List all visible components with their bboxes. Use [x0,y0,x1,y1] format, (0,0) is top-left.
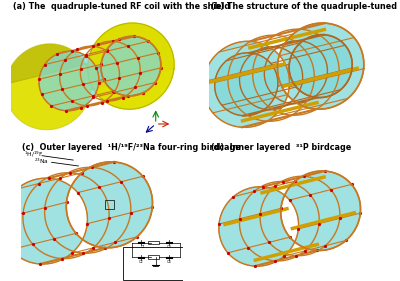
Text: C2: C2 [139,260,144,264]
Polygon shape [88,23,174,109]
Polygon shape [215,64,352,116]
Text: (c)  Outer layered  ¹H/¹⁹F/²³Na four-ring birdcage: (c) Outer layered ¹H/¹⁹F/²³Na four-ring … [22,143,241,152]
FancyBboxPatch shape [124,247,183,280]
Polygon shape [203,64,364,127]
Polygon shape [5,64,174,130]
Text: C3: C3 [167,245,172,249]
Text: $^{1}$H/$^{19}$F: $^{1}$H/$^{19}$F [24,150,44,159]
Polygon shape [39,64,161,111]
Polygon shape [215,35,352,86]
Text: C1: C1 [140,245,145,249]
Polygon shape [2,162,152,224]
Polygon shape [219,209,360,266]
Text: C4: C4 [167,260,172,264]
Polygon shape [5,23,174,89]
Text: $^{23}$Na: $^{23}$Na [34,157,49,166]
Polygon shape [39,36,161,83]
Polygon shape [219,171,360,229]
Polygon shape [203,23,364,87]
Polygon shape [1,202,152,264]
Text: (b) The structure of the quadruple-tuned RF coil: (b) The structure of the quadruple-tuned… [211,3,400,12]
Text: (d)  Inner layered  ³¹P birdcage: (d) Inner layered ³¹P birdcage [211,143,351,152]
Text: (a) The  quadruple-tuned RF coil with the shield: (a) The quadruple-tuned RF coil with the… [13,3,230,12]
